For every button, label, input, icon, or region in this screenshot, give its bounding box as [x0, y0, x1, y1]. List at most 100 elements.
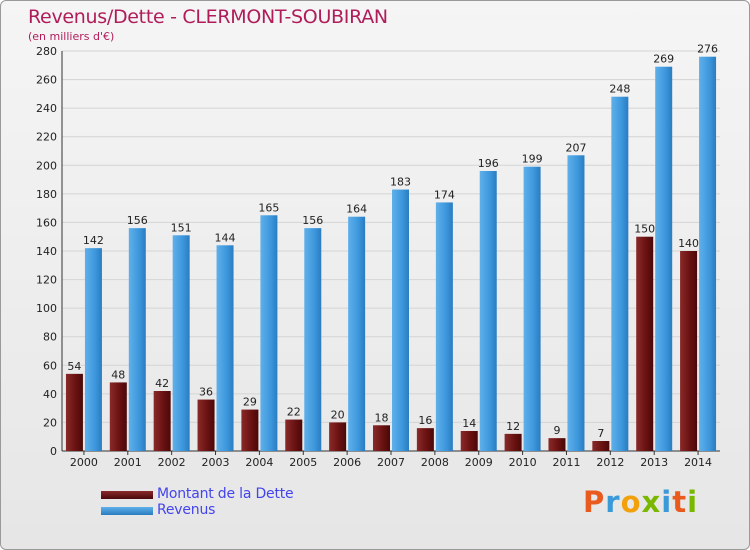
bar-revenus [304, 228, 322, 451]
bar-debt [241, 409, 259, 451]
bar-revenus [216, 245, 234, 451]
x-tick-label: 2006 [333, 456, 361, 469]
y-tick-label: 220 [36, 131, 57, 144]
data-label-debt: 29 [243, 396, 257, 409]
legend-label-revenus: Revenus [157, 502, 216, 518]
data-label-revenus: 269 [653, 53, 674, 66]
data-label-revenus: 248 [609, 83, 630, 96]
data-label-revenus: 276 [697, 43, 718, 56]
bar-debt [636, 236, 654, 451]
data-label-revenus: 196 [478, 157, 499, 170]
bar-revenus [479, 171, 497, 451]
bar-debt [680, 251, 698, 451]
data-label-revenus: 174 [434, 188, 455, 201]
data-label-revenus: 165 [258, 201, 279, 214]
bar-revenus [523, 166, 541, 451]
bar-revenus [435, 202, 453, 451]
bar-revenus [699, 56, 717, 451]
chart-title: Revenus/Dette - CLERMONT-SOUBIRAN [28, 6, 388, 28]
bar-debt [109, 382, 127, 451]
x-tick-label: 2014 [684, 456, 712, 469]
bar-debt [373, 425, 390, 451]
data-label-revenus: 156 [302, 214, 323, 227]
bar-revenus [567, 155, 585, 452]
bar-debt [460, 431, 478, 451]
y-tick-label: 280 [36, 45, 57, 58]
data-labels: 5414248156421513614429165221562016418183… [67, 43, 718, 440]
data-label-debt: 16 [418, 414, 432, 427]
axes: 0204060801001201401601802002202402602802… [36, 45, 720, 469]
x-tick-label: 2004 [245, 456, 273, 469]
bar-debt [285, 419, 303, 451]
x-tick-label: 2010 [509, 456, 537, 469]
y-tick-label: 260 [36, 74, 57, 87]
y-tick-label: 100 [36, 302, 57, 315]
proxiti-logo: Proxiti [583, 485, 699, 519]
data-label-revenus: 156 [127, 214, 148, 227]
data-label-revenus: 199 [522, 153, 543, 166]
data-label-debt: 36 [199, 386, 213, 399]
y-tick-label: 180 [36, 188, 57, 201]
data-label-revenus: 142 [83, 234, 104, 247]
data-label-debt: 48 [111, 368, 125, 381]
bar-revenus [392, 189, 409, 452]
legend-swatch-debt [101, 491, 153, 499]
bar-debt [504, 433, 522, 451]
x-tick-label: 2013 [640, 456, 668, 469]
bar-revenus [348, 216, 366, 451]
data-label-debt: 54 [67, 360, 81, 373]
bar-revenus [128, 228, 146, 451]
data-label-revenus: 151 [171, 221, 192, 234]
legend-swatch-revenus [101, 507, 153, 515]
data-label-debt: 18 [375, 411, 389, 424]
bar-revenus [611, 96, 629, 451]
bar-debt [592, 441, 610, 451]
x-tick-label: 2009 [465, 456, 493, 469]
y-tick-label: 160 [36, 216, 57, 229]
y-tick-label: 20 [43, 416, 57, 429]
legend-label-debt: Montant de la Dette [157, 486, 294, 502]
data-label-debt: 150 [634, 223, 655, 236]
y-tick-label: 60 [43, 359, 57, 372]
x-tick-label: 2012 [596, 456, 624, 469]
data-label-debt: 9 [553, 424, 560, 437]
x-tick-label: 2011 [552, 456, 580, 469]
y-tick-label: 40 [43, 388, 57, 401]
bar-debt [329, 422, 347, 451]
data-label-revenus: 207 [565, 141, 586, 154]
bar-debt [65, 373, 83, 451]
bar-revenus [84, 248, 102, 451]
bar-revenus [260, 215, 278, 451]
chart-subtitle: (en milliers d'€) [28, 30, 115, 43]
data-label-revenus: 144 [215, 231, 236, 244]
data-label-debt: 140 [678, 237, 699, 250]
bar-revenus [172, 235, 190, 451]
y-tick-label: 140 [36, 245, 57, 258]
x-tick-label: 2008 [421, 456, 449, 469]
data-label-debt: 42 [155, 377, 169, 390]
data-label-debt: 22 [287, 406, 301, 419]
grid-lines [62, 50, 720, 452]
y-tick-label: 120 [36, 274, 57, 287]
data-label-revenus: 183 [390, 176, 411, 189]
y-tick-label: 80 [43, 331, 57, 344]
bar-revenus [655, 66, 673, 451]
bar-debt [197, 399, 215, 451]
bar-debt [416, 428, 434, 451]
data-label-debt: 12 [506, 420, 520, 433]
data-label-debt: 14 [462, 417, 476, 430]
y-tick-label: 0 [50, 445, 57, 458]
x-tick-label: 2001 [114, 456, 142, 469]
data-label-debt: 20 [331, 408, 345, 421]
x-tick-label: 2005 [289, 456, 317, 469]
x-tick-label: 2000 [70, 456, 98, 469]
x-tick-label: 2007 [377, 456, 405, 469]
x-tick-label: 2003 [202, 456, 230, 469]
data-label-revenus: 164 [346, 203, 367, 216]
y-tick-label: 240 [36, 102, 57, 115]
bar-debt [153, 391, 171, 451]
bars [65, 56, 717, 452]
data-label-debt: 7 [597, 427, 604, 440]
